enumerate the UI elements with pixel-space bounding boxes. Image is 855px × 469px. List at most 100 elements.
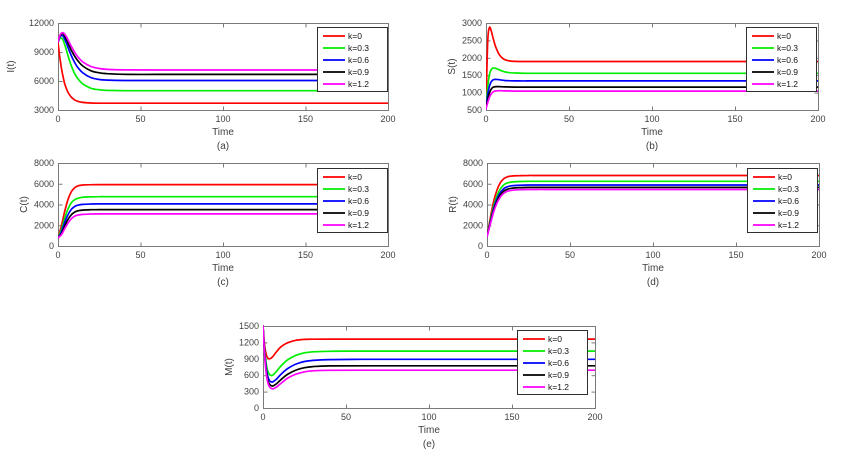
y-tick-label: 6000 [34, 179, 54, 189]
y-tick-label: 3000 [34, 105, 54, 115]
y-axis-label: S(t) [447, 58, 458, 74]
legend-label: k=0.9 [777, 67, 798, 77]
legend-label: k=1.2 [348, 79, 369, 89]
curve-k=0 [263, 325, 595, 360]
x-tick-label: 150 [728, 250, 743, 260]
subplot-caption: (d) [647, 277, 659, 288]
legend: k=0 k=0.3 k=0.6 k=0.9 k=1.2 [317, 168, 388, 233]
y-axis-label: M(t) [224, 358, 235, 376]
x-axis-label: Time [641, 127, 663, 138]
x-tick-label: 200 [810, 114, 825, 124]
x-tick-label: 0 [260, 412, 265, 422]
legend-label: k=0.6 [777, 55, 798, 65]
legend-label: k=0.3 [348, 184, 369, 194]
legend-label: k=0.3 [548, 346, 569, 356]
curve-k=0.9 [58, 208, 388, 239]
y-tick-label: 8000 [463, 158, 483, 168]
y-tick-label: 4000 [463, 200, 483, 210]
curve-k=0.6 [58, 203, 388, 239]
curve-k=0 [486, 26, 818, 108]
curve-k=0 [58, 183, 388, 239]
y-tick-label: 300 [244, 387, 259, 397]
legend-label: k=0.6 [778, 196, 799, 206]
legend-label: k=0 [548, 334, 562, 344]
subplot-caption: (c) [217, 277, 229, 288]
x-axis-label: Time [418, 425, 440, 436]
y-tick-label: 9000 [34, 47, 54, 57]
x-tick-label: 100 [644, 114, 659, 124]
x-tick-label: 50 [341, 412, 351, 422]
x-tick-label: 200 [811, 250, 826, 260]
x-axis-label: Time [212, 263, 234, 274]
y-tick-label: 0 [254, 403, 259, 413]
x-axis-label: Time [212, 127, 234, 138]
y-tick-label: 2000 [462, 53, 482, 63]
legend-label: k=0.9 [348, 67, 369, 77]
y-axis-label: R(t) [448, 196, 459, 213]
chart-b: 0 50 100 150 200 500 1000 1500 2000 2500 3000 Time S… [447, 18, 826, 152]
legend-label: k=0.6 [348, 55, 369, 65]
legend-label: k=0.3 [348, 43, 369, 53]
y-tick-label: 2500 [462, 35, 482, 45]
legend-label: k=0 [777, 31, 791, 41]
x-tick-label: 200 [587, 412, 602, 422]
curve-k=0.9 [486, 85, 818, 110]
legend-label: k=0.3 [778, 184, 799, 194]
chart-e: 0 50 100 150 200 0 300 600 900 1200 1500 Time M(t) (e… [224, 321, 603, 450]
subplot-e: 0 50 100 150 200 0 300 600 900 1200 1500 Time M(t) (e… [205, 303, 632, 469]
legend-label: k=0 [348, 31, 362, 41]
subplot-b: 0 50 100 150 200 500 1000 1500 2000 2500 3000 Time S… [428, 1, 855, 152]
curve-k=0.3 [58, 195, 388, 239]
curves-group [487, 174, 819, 238]
x-tick-label: 0 [55, 114, 60, 124]
x-tick-label: 150 [727, 114, 742, 124]
y-tick-label: 8000 [34, 158, 54, 168]
x-axis-label: Time [642, 263, 664, 274]
y-tick-label: 2000 [463, 220, 483, 230]
axes-box [58, 23, 389, 111]
x-tick-label: 50 [564, 114, 574, 124]
curves-group [58, 183, 388, 239]
curve-k=0.9 [58, 32, 388, 76]
y-tick-label: 1500 [239, 321, 259, 331]
curve-k=1.2 [487, 188, 819, 238]
x-tick-label: 0 [483, 114, 488, 124]
y-tick-label: 6000 [34, 76, 54, 86]
y-tick-label: 12000 [29, 18, 54, 28]
curve-k=1.2 [263, 325, 595, 390]
legend-label: k=0.3 [777, 43, 798, 53]
legend-label: k=0.9 [778, 208, 799, 218]
subplot-d: 0 50 100 150 200 0 2000 4000 6000 8000 Time R(t) (d)… [428, 152, 855, 302]
curve-k=1.2 [486, 89, 818, 110]
y-tick-label: 0 [49, 241, 54, 251]
curve-k=0.3 [58, 37, 388, 92]
x-tick-label: 50 [135, 114, 145, 124]
legend-label: k=0.6 [348, 196, 369, 206]
y-axis-label: C(t) [19, 196, 30, 213]
x-tick-label: 50 [565, 250, 575, 260]
curves-group [263, 325, 595, 390]
legend-label: k=1.2 [777, 79, 798, 89]
x-tick-label: 150 [298, 114, 313, 124]
x-tick-label: 100 [215, 114, 230, 124]
y-tick-label: 900 [244, 354, 259, 364]
curve-k=0.6 [486, 78, 818, 109]
y-tick-label: 1000 [462, 88, 482, 98]
legend: k=0 k=0.3 k=0.6 k=0.9 k=1.2 [317, 27, 388, 92]
curves-group [58, 31, 388, 105]
legend: k=0 k=0.3 k=0.6 k=0.9 k=1.2 [746, 27, 817, 92]
axes-box [263, 326, 596, 409]
x-tick-label: 0 [484, 250, 489, 260]
curve-k=0.3 [487, 180, 819, 238]
y-tick-label: 3000 [462, 18, 482, 28]
axes-box [487, 163, 820, 247]
y-axis-label: I(t) [6, 60, 17, 72]
x-tick-label: 100 [215, 250, 230, 260]
legend-label: k=0.9 [348, 208, 369, 218]
legend-label: k=0 [348, 172, 362, 182]
legend-label: k=0.6 [548, 358, 569, 368]
subplot-caption: (e) [423, 439, 435, 450]
x-tick-label: 100 [421, 412, 436, 422]
y-tick-label: 0 [478, 241, 483, 251]
